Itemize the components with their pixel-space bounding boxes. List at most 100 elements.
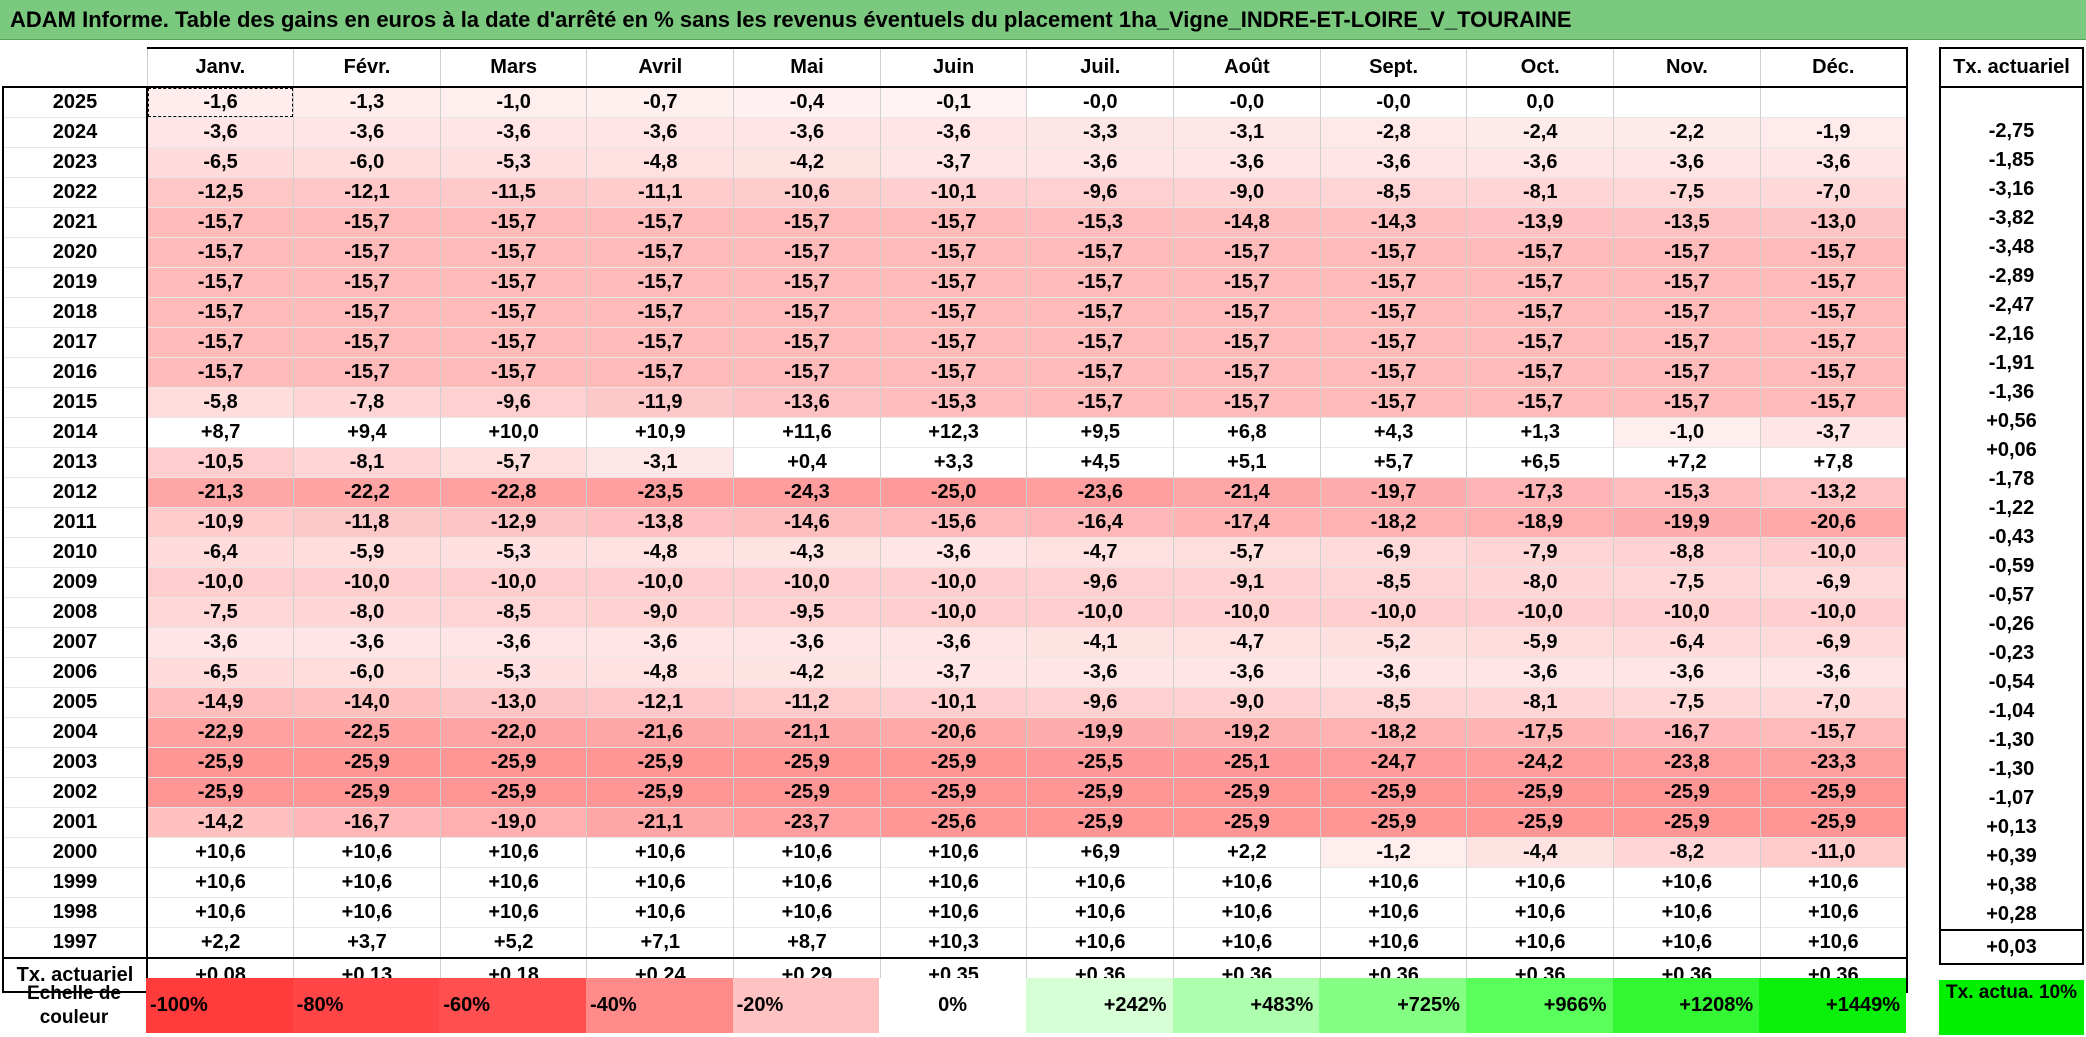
gain-cell: -1,2 [1319, 837, 1467, 868]
gain-cell: -0,7 [586, 86, 734, 118]
gain-cell: -15,7 [586, 267, 734, 298]
color-scale-legend: Echelle de couleur -100% -80% -60% -40% -20% 0… [2, 978, 1906, 1033]
table-row: 1997 +2,2 +3,7 +5,2 +7,1 +8,7 +10,3 +10,6 +10,6 +… [2, 927, 1908, 959]
table-row: 2017 -15,7 -15,7 -15,7 -15,7 -15,7 -15,7 -15,7-… [2, 327, 1908, 358]
gain-cell: -15,7 [733, 267, 881, 298]
gain-cell: -9,0 [1173, 177, 1321, 208]
gain-cell: -15,7 [293, 297, 441, 328]
gain-cell: -5,7 [1173, 537, 1321, 568]
table-row: 2021 -15,7 -15,7 -15,7 -15,7 -15,7 -15,7 -15,3-… [2, 207, 1908, 238]
gain-cell: +10,6 [1319, 897, 1467, 928]
gain-cell: -3,6 [146, 117, 294, 148]
gain-cell: -8,1 [1466, 177, 1614, 208]
month-header: Oct. [1466, 47, 1614, 88]
table-row: 2004 -22,9 -22,5 -22,0 -21,6 -21,1 -20,6 -19,9-… [2, 717, 1908, 748]
gain-cell: -10,0 [1759, 537, 1908, 568]
month-header: Mai [733, 47, 881, 88]
gain-cell: -3,6 [586, 627, 734, 658]
gain-cell: -4,2 [733, 147, 881, 178]
gain-cell: -15,7 [439, 207, 587, 238]
gain-cell: -15,7 [879, 327, 1027, 358]
gain-cell: -3,6 [439, 117, 587, 148]
rate-row: -0,59 [1939, 552, 2084, 581]
gain-cell: -17,4 [1173, 507, 1321, 538]
gain-cell: -10,0 [733, 567, 881, 598]
gain-cell: +10,6 [1466, 927, 1614, 959]
rate-cell: -1,04 [1939, 697, 2084, 726]
rate-cell: -3,82 [1939, 204, 2084, 233]
gain-cell: -15,7 [1466, 327, 1614, 358]
gain-cell: -15,7 [1613, 267, 1761, 298]
year-label: 2011 [2, 507, 148, 538]
gain-cell: -25,9 [1759, 777, 1908, 808]
gain-cell: -2,4 [1466, 117, 1614, 148]
gain-cell: -10,0 [1173, 597, 1321, 628]
gain-cell: -10,9 [146, 507, 294, 538]
rate-cell: -1,85 [1939, 146, 2084, 175]
gain-cell: -6,5 [146, 657, 294, 688]
year-label: 2025 [2, 86, 148, 118]
gain-cell: -8,5 [1319, 687, 1467, 718]
gain-cell: -8,5 [439, 597, 587, 628]
gain-cell: -3,6 [1026, 147, 1174, 178]
gain-cell: -15,7 [586, 207, 734, 238]
rate-row: -3,16 [1939, 175, 2084, 204]
gain-cell: -25,9 [1759, 807, 1908, 838]
gain-cell: -25,0 [879, 477, 1027, 508]
gain-cell: -9,0 [586, 597, 734, 628]
gain-cell: -3,6 [879, 537, 1027, 568]
gain-cell: -15,7 [1613, 327, 1761, 358]
gain-cell: -15,7 [1319, 357, 1467, 388]
gain-cell: -10,6 [733, 177, 881, 208]
gain-cell: -5,3 [439, 147, 587, 178]
gain-cell: +10,6 [586, 837, 734, 868]
table-row: 2010 -6,4 -5,9 -5,3 -4,8 -4,3 -3,6 -4,7 -5,7 -6,9… [2, 537, 1908, 568]
gain-cell: -15,7 [1759, 237, 1908, 268]
rate-cell: -1,22 [1939, 494, 2084, 523]
gain-cell: -15,7 [586, 327, 734, 358]
gain-cell: -15,7 [1319, 327, 1467, 358]
gain-cell: -10,0 [1319, 597, 1467, 628]
gain-cell: -16,7 [1613, 717, 1761, 748]
gain-cell: -23,6 [1026, 477, 1174, 508]
gain-cell: -15,7 [439, 357, 587, 388]
gain-cell: -5,9 [1466, 627, 1614, 658]
gain-cell: -15,7 [1173, 387, 1321, 418]
gain-cell: -9,1 [1173, 567, 1321, 598]
gain-cell: +4,3 [1319, 417, 1467, 448]
gain-cell: -4,3 [733, 537, 881, 568]
rate-header: Tx. actuariel [1939, 47, 2084, 88]
year-label: 1997 [2, 927, 148, 959]
gain-cell: +10,6 [293, 897, 441, 928]
gain-cell: -10,0 [586, 567, 734, 598]
gain-cell: -3,6 [1759, 657, 1908, 688]
gain-cell: -17,3 [1466, 477, 1614, 508]
month-header: Nov. [1613, 47, 1761, 88]
legend-swatch: -20% [732, 978, 880, 1033]
gain-cell: -15,7 [1613, 297, 1761, 328]
gain-cell: -3,6 [586, 117, 734, 148]
gain-cell: +8,7 [146, 417, 294, 448]
rate-cell: +0,39 [1939, 842, 2084, 871]
gain-cell: +1,3 [1466, 417, 1614, 448]
gain-cell: +10,6 [733, 867, 881, 898]
gain-cell: -15,7 [1759, 297, 1908, 328]
gain-cell: -10,0 [439, 567, 587, 598]
gain-cell: -21,3 [146, 477, 294, 508]
gain-cell: -17,5 [1466, 717, 1614, 748]
gain-cell: -3,1 [1173, 117, 1321, 148]
gain-cell: +10,6 [1026, 927, 1174, 959]
gain-cell: +12,3 [879, 417, 1027, 448]
gain-cell: +4,5 [1026, 447, 1174, 478]
gain-cell: -25,9 [293, 777, 441, 808]
gain-cell: -15,7 [1466, 297, 1614, 328]
gain-cell: -10,5 [146, 447, 294, 478]
gain-cell: -3,6 [439, 627, 587, 658]
rate-cell: +0,13 [1939, 813, 2084, 842]
year-label: 2002 [2, 777, 148, 808]
gain-cell: -3,6 [1173, 657, 1321, 688]
gain-cell: +3,7 [293, 927, 441, 959]
rate-cell: -0,23 [1939, 639, 2084, 668]
gain-cell: +10,6 [879, 897, 1027, 928]
rate-row: -0,43 [1939, 523, 2084, 552]
